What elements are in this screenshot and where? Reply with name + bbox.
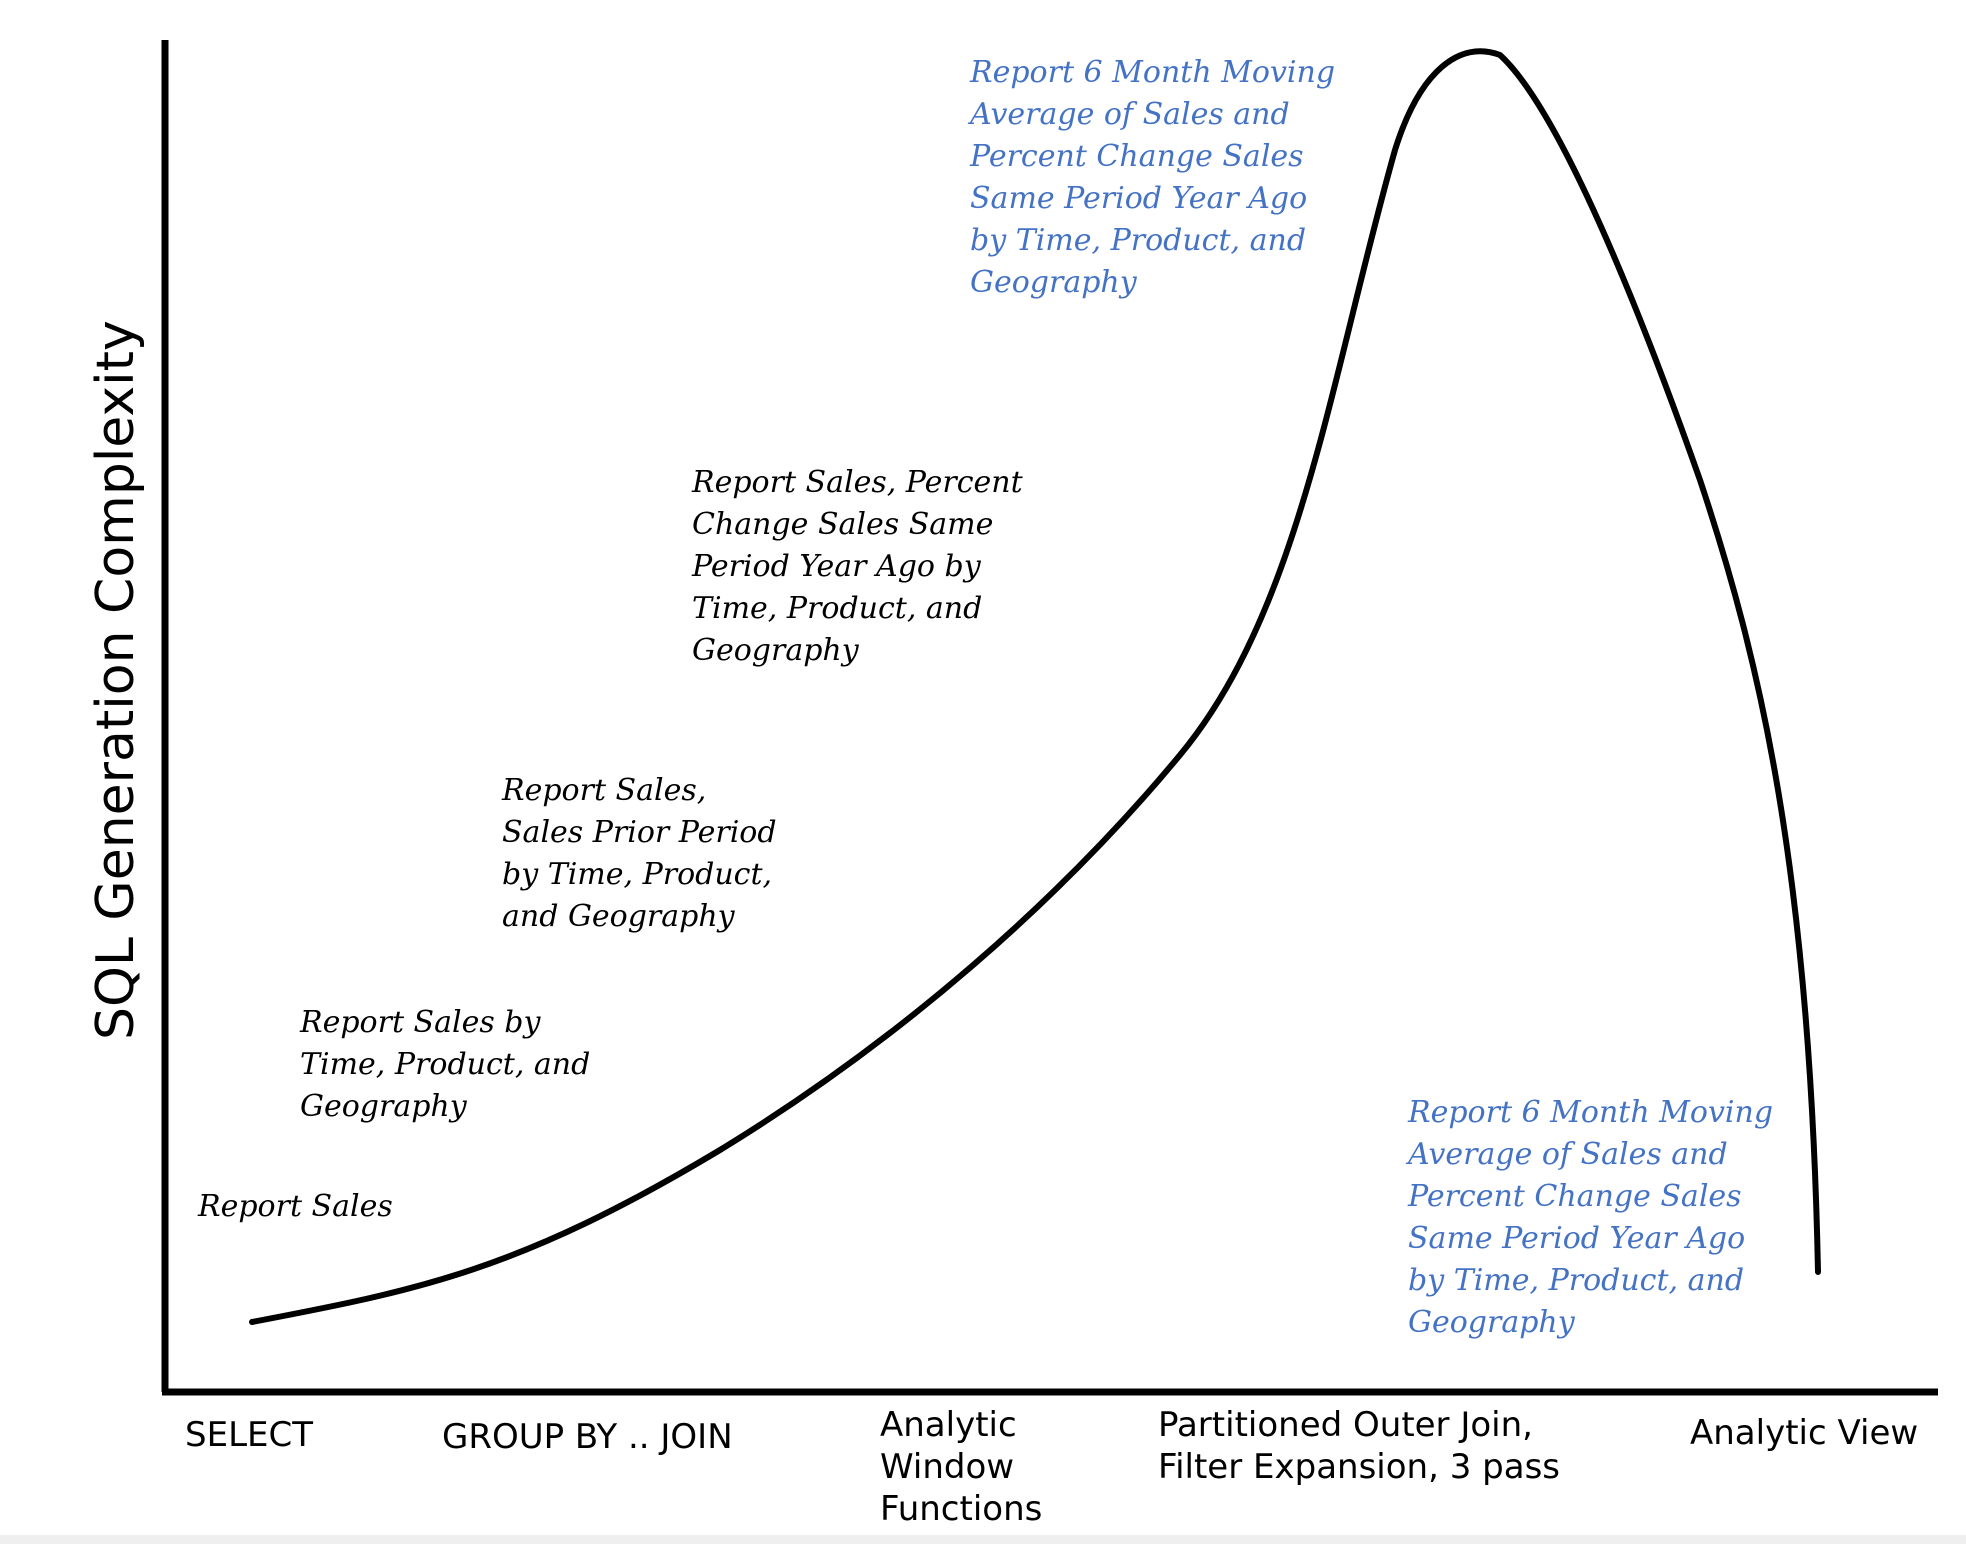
x-label-group-by-join: GROUP BY .. JOIN [442, 1417, 733, 1457]
x-label-select: SELECT [185, 1415, 313, 1455]
x-label-partitioned-outer-join: Partitioned Outer Join, Filter Expansion… [1158, 1405, 1560, 1487]
note-report-sales: Report Sales [198, 1189, 393, 1224]
note-moving-average-analytic-view: Report 6 Month Moving Average of Sales a… [1408, 1095, 1774, 1340]
note-report-prior-period: Report Sales, Sales Prior Period by Time… [502, 773, 777, 934]
y-axis-title: SQL Generation Complexity [86, 320, 146, 1040]
note-report-by-dimensions: Report Sales by Time, Product, and Geogr… [300, 1005, 591, 1124]
note-moving-average-peak: Report 6 Month Moving Average of Sales a… [970, 55, 1336, 300]
x-label-analytic-view: Analytic View [1690, 1413, 1919, 1453]
note-report-percent-change: Report Sales, Percent Change Sales Same … [692, 465, 1023, 668]
complexity-curve [249, 48, 1821, 1325]
bottom-band [0, 1535, 1966, 1544]
x-label-analytic-window-functions: Analytic Window Functions [880, 1405, 1043, 1529]
